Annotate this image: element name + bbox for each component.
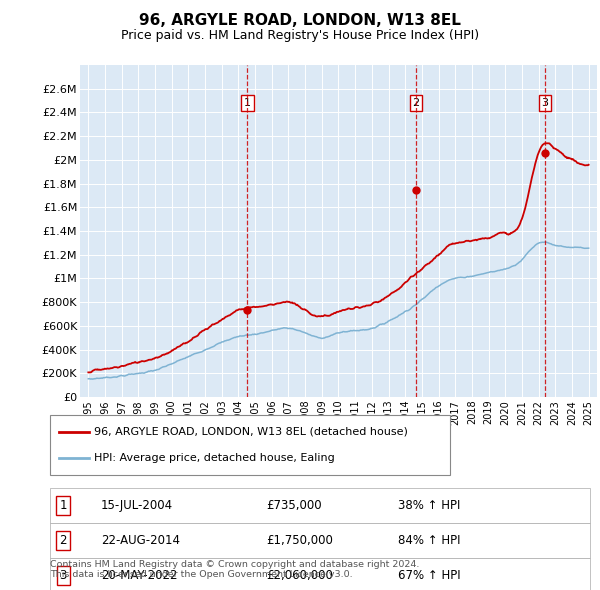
Text: 84% ↑ HPI: 84% ↑ HPI bbox=[398, 534, 461, 547]
Text: Contains HM Land Registry data © Crown copyright and database right 2024.
This d: Contains HM Land Registry data © Crown c… bbox=[50, 560, 419, 579]
Text: Price paid vs. HM Land Registry's House Price Index (HPI): Price paid vs. HM Land Registry's House … bbox=[121, 30, 479, 42]
Text: 1: 1 bbox=[244, 98, 251, 108]
Text: 3: 3 bbox=[541, 98, 548, 108]
Text: 1: 1 bbox=[59, 499, 67, 512]
Text: 20-MAY-2022: 20-MAY-2022 bbox=[101, 569, 178, 582]
Text: £735,000: £735,000 bbox=[266, 499, 322, 512]
Text: 2: 2 bbox=[412, 98, 419, 108]
Text: 3: 3 bbox=[59, 569, 67, 582]
Text: HPI: Average price, detached house, Ealing: HPI: Average price, detached house, Eali… bbox=[94, 453, 335, 463]
Text: 38% ↑ HPI: 38% ↑ HPI bbox=[398, 499, 460, 512]
Text: 2: 2 bbox=[59, 534, 67, 547]
Text: £2,060,000: £2,060,000 bbox=[266, 569, 333, 582]
Text: 22-AUG-2014: 22-AUG-2014 bbox=[101, 534, 180, 547]
Text: £1,750,000: £1,750,000 bbox=[266, 534, 333, 547]
Text: 15-JUL-2004: 15-JUL-2004 bbox=[101, 499, 173, 512]
Text: 96, ARGYLE ROAD, LONDON, W13 8EL: 96, ARGYLE ROAD, LONDON, W13 8EL bbox=[139, 13, 461, 28]
Text: 96, ARGYLE ROAD, LONDON, W13 8EL (detached house): 96, ARGYLE ROAD, LONDON, W13 8EL (detach… bbox=[94, 427, 407, 437]
Text: 67% ↑ HPI: 67% ↑ HPI bbox=[398, 569, 461, 582]
